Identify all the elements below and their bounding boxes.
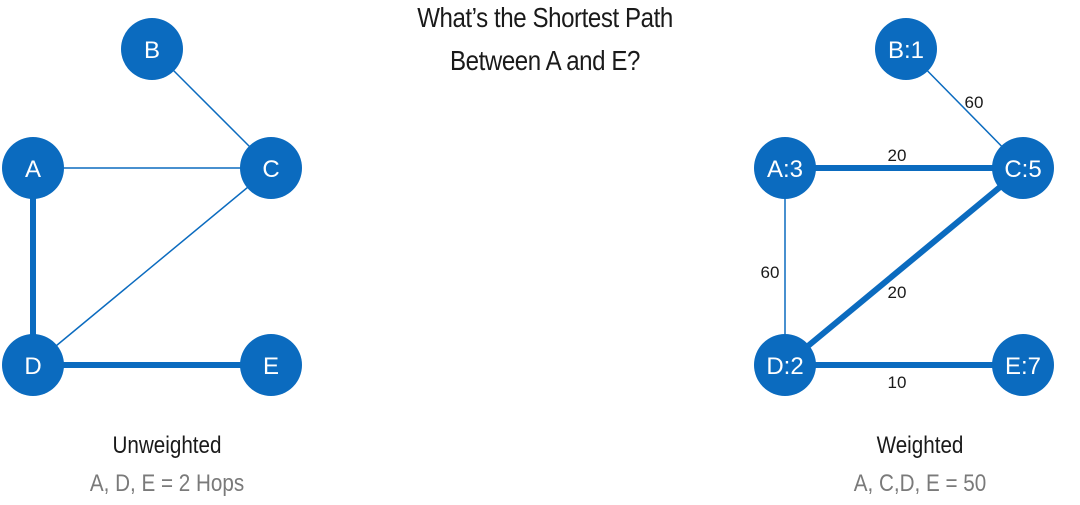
- weighted-node-e: E:7: [992, 334, 1054, 396]
- unweighted-node-a: A: [2, 137, 64, 199]
- title-line-2: Between A and E?: [450, 45, 640, 76]
- node-label: A: [25, 156, 41, 183]
- weight-d-e: 10: [888, 373, 907, 392]
- unweighted-caption: Unweighted: [112, 432, 222, 459]
- unweighted-result: A, D, E = 2 Hops: [89, 470, 245, 497]
- weighted-node-a: A:3: [754, 137, 816, 199]
- node-label: A:3: [767, 156, 803, 183]
- node-label: C:5: [1004, 156, 1041, 183]
- title-line-1: What’s the Shortest Path: [417, 2, 673, 33]
- node-label: B: [144, 37, 160, 64]
- weighted-node-b: B:1: [875, 18, 937, 80]
- unweighted-graph: [30, 48, 272, 368]
- weighted-result: A, C,D, E = 50: [853, 470, 987, 497]
- node-label: E:7: [1005, 353, 1041, 380]
- unweighted-node-d: D: [2, 334, 64, 396]
- node-label: D: [24, 353, 41, 380]
- weighted-graph: [783, 48, 1025, 368]
- weight-a-c: 20: [888, 146, 907, 165]
- unweighted-node-c: C: [240, 137, 302, 199]
- weighted-caption: Weighted: [876, 432, 964, 459]
- weight-c-d: 20: [888, 283, 907, 302]
- node-label: E: [263, 353, 279, 380]
- weighted-node-d: D:2: [754, 334, 816, 396]
- node-label: C: [262, 156, 279, 183]
- weight-a-d: 60: [761, 263, 780, 282]
- unweighted-node-b: B: [121, 18, 183, 80]
- unweighted-node-e: E: [240, 334, 302, 396]
- node-label: B:1: [888, 37, 924, 64]
- weight-b-c: 60: [965, 93, 984, 112]
- edge-d-c: [32, 167, 272, 366]
- weighted-node-c: C:5: [992, 137, 1054, 199]
- w-edge-c-d-path: [783, 165, 1025, 368]
- node-label: D:2: [766, 353, 803, 380]
